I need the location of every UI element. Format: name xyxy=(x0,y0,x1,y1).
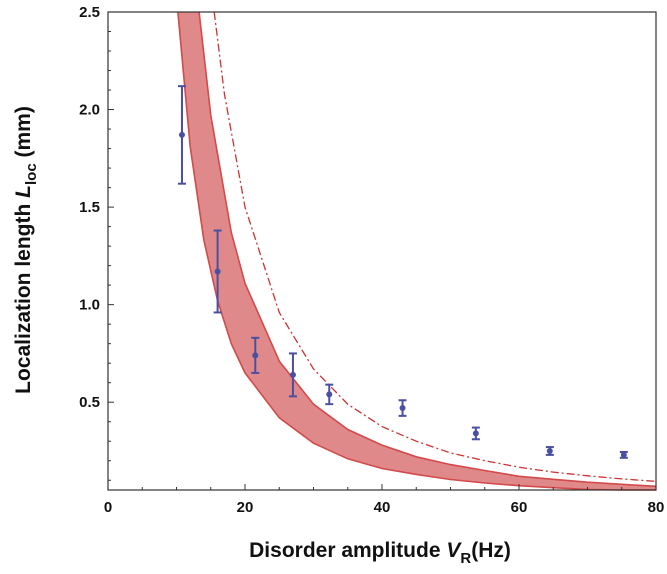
y-tick-label: 1.0 xyxy=(79,297,100,314)
y-axis-ticks: 0.5 1.0 1.5 2.0 2.5 xyxy=(79,4,114,481)
data-point xyxy=(213,229,222,314)
data-point xyxy=(471,426,480,441)
y-tick-label: 2.0 xyxy=(79,102,100,119)
data-marker xyxy=(289,371,296,378)
data-point xyxy=(398,399,407,417)
data-marker xyxy=(472,430,479,437)
data-marker xyxy=(546,447,553,454)
center-dash-dot-line xyxy=(213,11,657,483)
data-point xyxy=(177,85,186,185)
data-point xyxy=(545,446,554,456)
data-marker xyxy=(620,451,627,458)
x-axis-label: Disorder amplitude VR(Hz) xyxy=(249,539,511,567)
data-point xyxy=(619,450,628,459)
x-axis-ticks: 0 20 40 60 80 xyxy=(104,484,665,516)
uncertainty-band-fill xyxy=(177,12,656,490)
data-marker xyxy=(399,405,406,412)
data-points xyxy=(177,85,628,459)
uncertainty-band-lower-edge xyxy=(177,11,656,491)
data-marker xyxy=(178,131,185,138)
x-tick-label: 60 xyxy=(511,499,528,516)
data-marker xyxy=(214,268,221,275)
y-axis-label: Localization length Lloc (mm) xyxy=(12,106,40,394)
data-point xyxy=(325,383,334,406)
data-point xyxy=(251,336,260,374)
y-tick-label: 2.5 xyxy=(79,4,100,21)
y-tick-label: 1.5 xyxy=(79,199,100,216)
x-tick-label: 0 xyxy=(104,499,112,516)
data-marker xyxy=(252,352,259,359)
uncertainty-band-upper-edge xyxy=(198,11,657,488)
x-tick-label: 20 xyxy=(237,499,254,516)
x-tick-label: 40 xyxy=(374,499,391,516)
data-point xyxy=(288,352,297,398)
data-marker xyxy=(326,391,333,398)
y-tick-label: 0.5 xyxy=(79,394,100,411)
plot-area xyxy=(177,11,657,491)
x-tick-label: 80 xyxy=(648,499,665,516)
